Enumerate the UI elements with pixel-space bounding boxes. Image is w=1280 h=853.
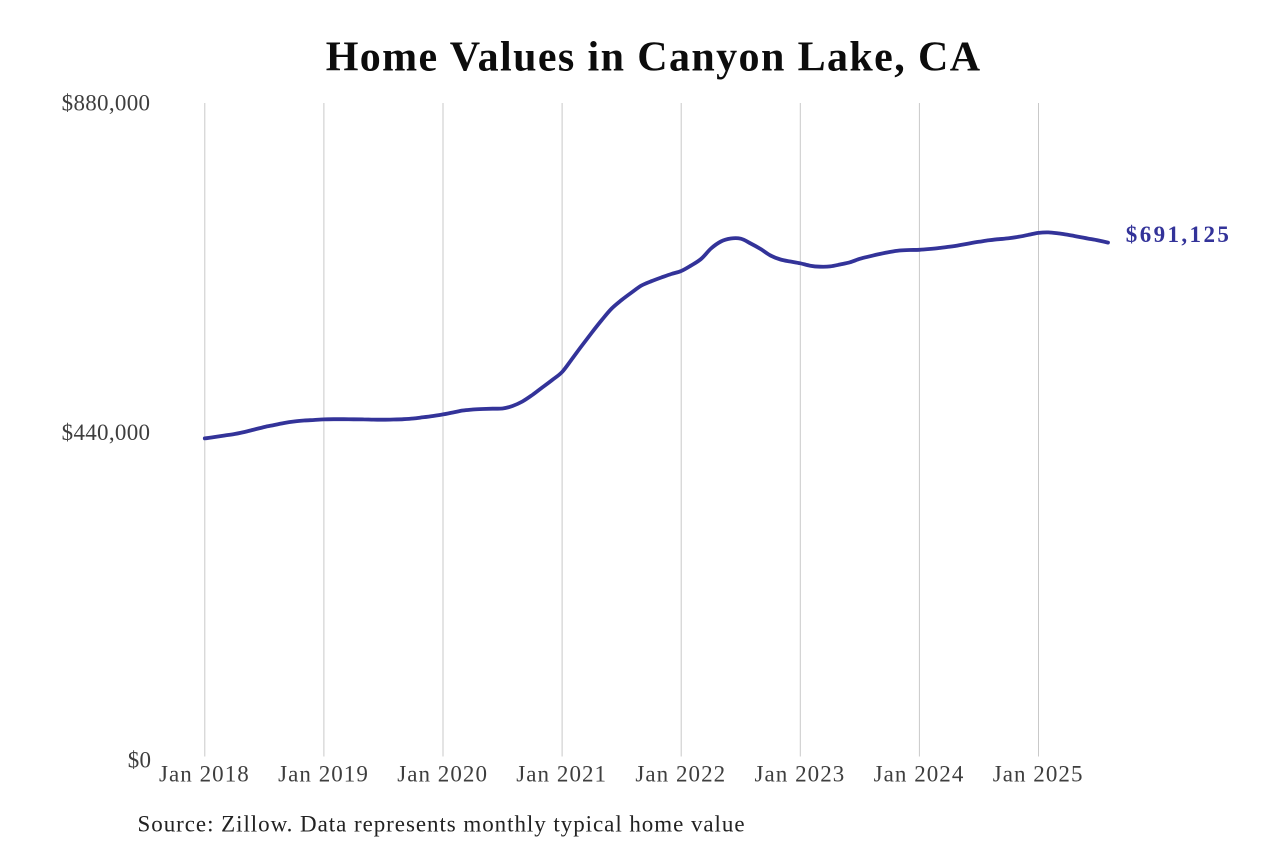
svg-text:Home Values in Canyon Lake, CA: Home Values in Canyon Lake, CA	[326, 35, 982, 81]
svg-text:Jan 2025: Jan 2025	[993, 762, 1084, 787]
svg-text:$880,000: $880,000	[62, 91, 151, 116]
svg-text:Jan 2023: Jan 2023	[754, 762, 845, 787]
svg-text:$691,125: $691,125	[1126, 222, 1231, 247]
svg-text:Source: Zillow. Data represent: Source: Zillow. Data represents monthly …	[138, 812, 746, 837]
svg-text:Jan 2020: Jan 2020	[397, 762, 488, 787]
svg-text:Jan 2021: Jan 2021	[516, 762, 607, 787]
svg-text:Jan 2024: Jan 2024	[874, 762, 965, 787]
svg-text:Jan 2019: Jan 2019	[278, 762, 369, 787]
svg-text:Jan 2022: Jan 2022	[635, 762, 726, 787]
svg-text:Jan 2018: Jan 2018	[159, 762, 250, 787]
svg-text:$440,000: $440,000	[62, 420, 151, 445]
svg-text:$0: $0	[128, 748, 152, 773]
